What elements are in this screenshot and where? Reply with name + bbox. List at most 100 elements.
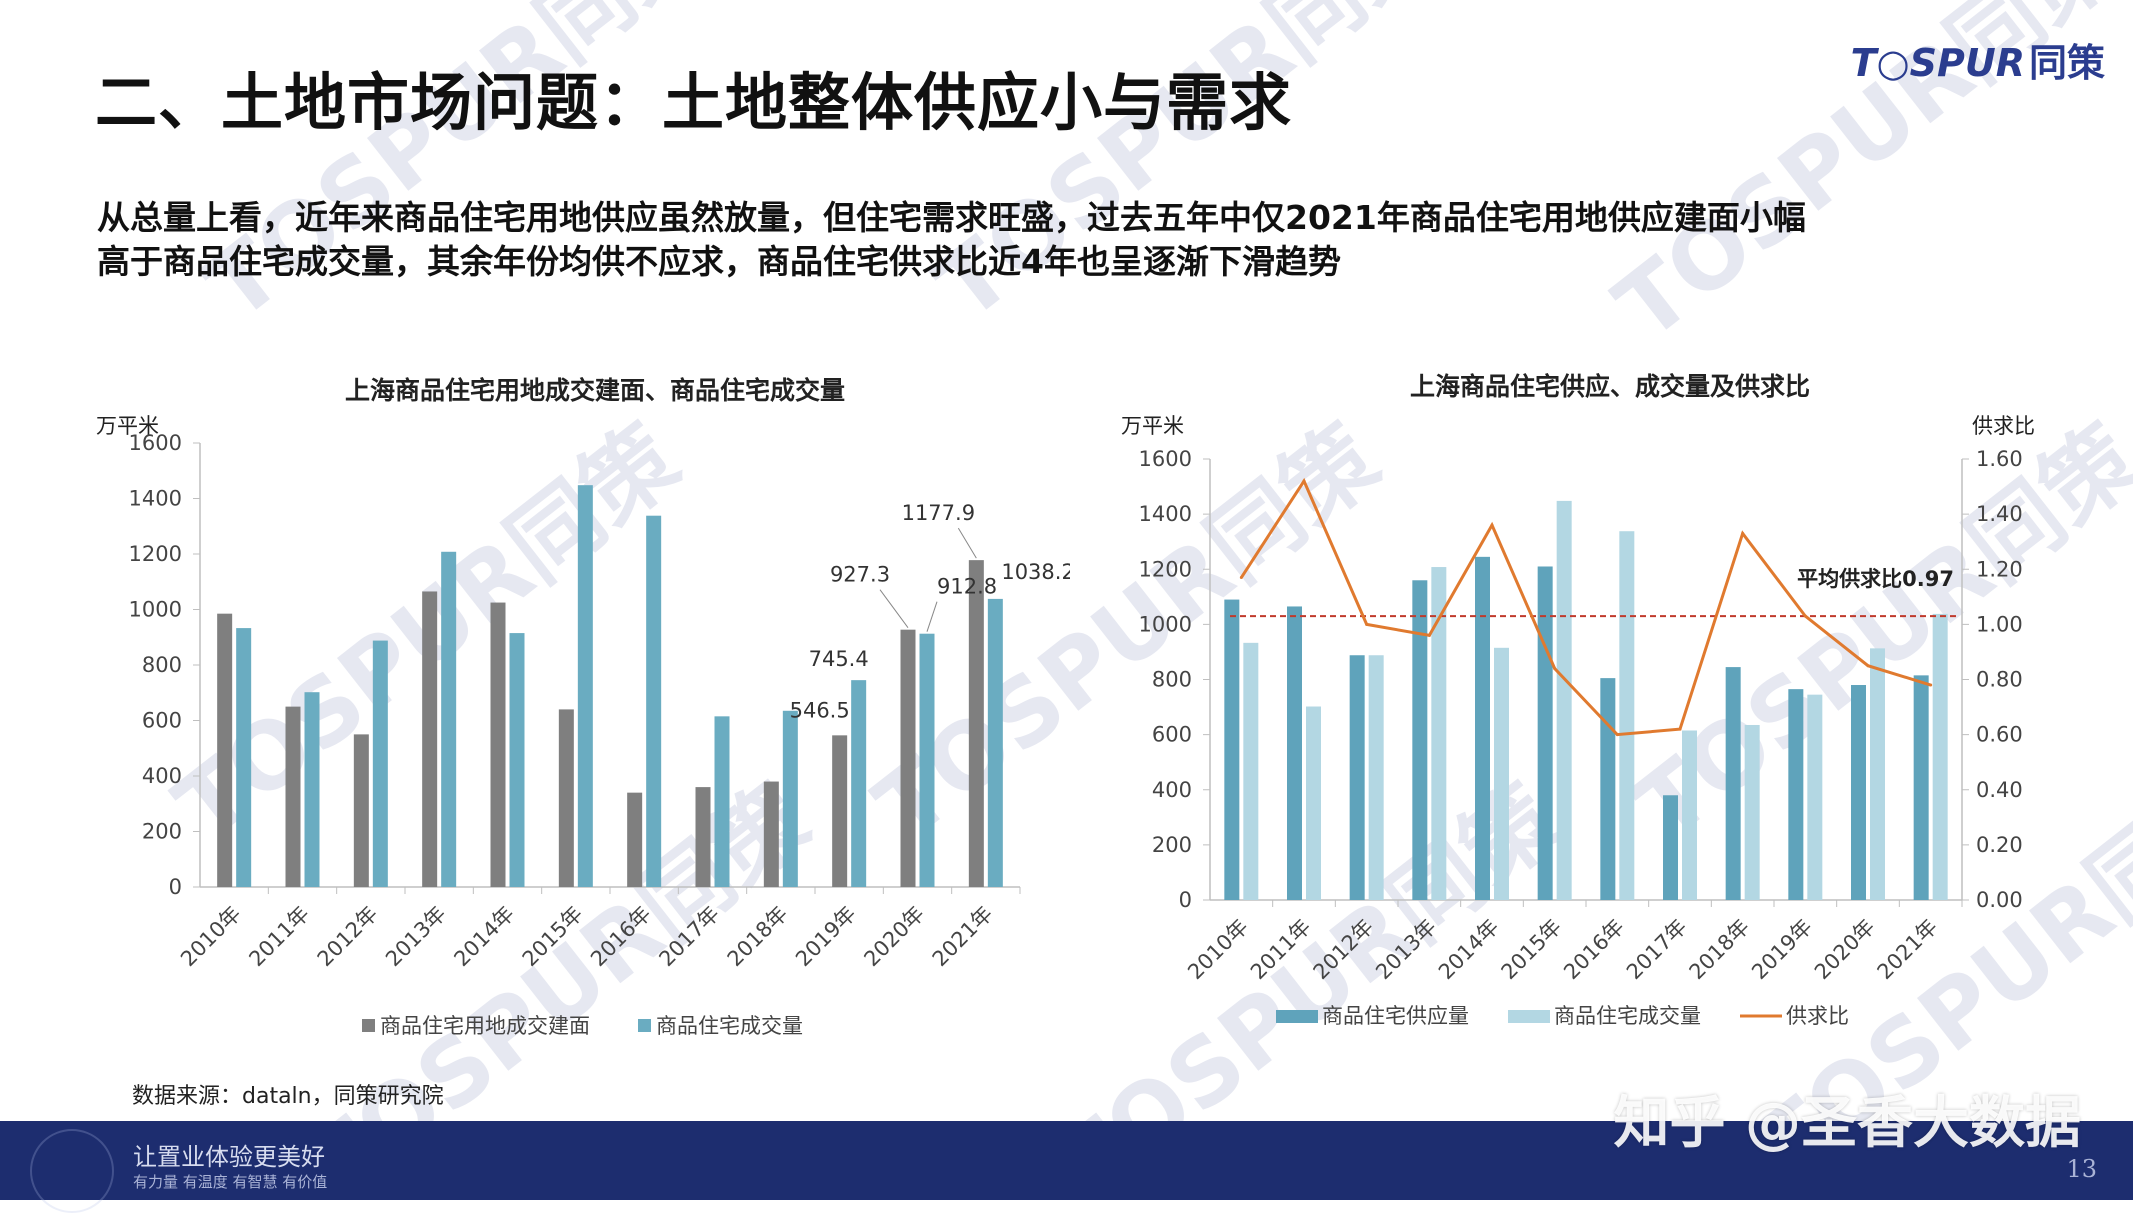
bar-supply bbox=[1412, 580, 1428, 900]
data-label: 745.4 bbox=[809, 647, 869, 671]
x-tick-label: 2018年 bbox=[1685, 915, 1755, 985]
x-tick-label: 2013年 bbox=[381, 902, 451, 972]
legend-swatch-supply bbox=[1276, 1010, 1318, 1023]
bar-land bbox=[900, 629, 916, 887]
x-tick-label: 2011年 bbox=[1246, 915, 1316, 985]
ratio-point bbox=[1929, 683, 1933, 687]
bar-sales bbox=[851, 680, 867, 887]
y-tick-label: 0 bbox=[1179, 888, 1192, 912]
bar-land bbox=[490, 602, 506, 887]
y-tick-label: 800 bbox=[142, 653, 182, 677]
y-tick-label: 600 bbox=[142, 709, 182, 733]
legend-swatch-land bbox=[362, 1019, 375, 1032]
legend-label-ratio: 供求比 bbox=[1786, 1004, 1849, 1028]
bar-sales bbox=[1932, 613, 1948, 900]
x-tick-label: 2010年 bbox=[1183, 915, 1253, 985]
x-tick-label: 2019年 bbox=[791, 902, 861, 972]
bar-sales bbox=[441, 551, 457, 887]
logo-text: T○SPUR bbox=[1850, 41, 2025, 85]
bar-land bbox=[627, 792, 643, 887]
chart-title: 上海商品住宅供应、成交量及供求比 bbox=[1410, 372, 1810, 401]
slide-subtitle: 从总量上看，近年来商品住宅用地供应虽然放量，但住宅需求旺盛，过去五年中仅2021… bbox=[97, 196, 1997, 284]
subtitle-line-1: 从总量上看，近年来商品住宅用地供应虽然放量，但住宅需求旺盛，过去五年中仅2021… bbox=[97, 198, 1806, 237]
ratio-point bbox=[1615, 733, 1619, 737]
y-tick-label: 400 bbox=[142, 764, 182, 788]
reference-line-label: 平均供求比0.97 bbox=[1797, 567, 1954, 591]
y-tick-label: 1400 bbox=[1139, 502, 1192, 526]
bar-land bbox=[217, 613, 233, 887]
bar-land bbox=[285, 706, 301, 887]
ratio-point bbox=[1553, 666, 1557, 670]
bar-sales bbox=[1431, 567, 1447, 900]
bar-sales bbox=[236, 628, 252, 887]
bar-supply bbox=[1287, 606, 1302, 900]
bar-sales bbox=[1306, 706, 1321, 900]
y-tick-label: 800 bbox=[1152, 668, 1192, 692]
footer-bar: 让置业体验更美好 有力量 有温度 有智慧 有价值 13 bbox=[0, 1121, 2133, 1213]
bar-sales bbox=[1807, 694, 1823, 900]
data-source-note: 数据来源：dataln，同策研究院 bbox=[132, 1084, 444, 1109]
bar-land bbox=[353, 734, 369, 887]
bar-supply bbox=[1475, 556, 1490, 900]
bar-supply bbox=[1913, 675, 1929, 900]
data-label: 1038.2 bbox=[1001, 560, 1070, 584]
legend-swatch-sales bbox=[638, 1019, 651, 1032]
x-tick-label: 2016年 bbox=[1559, 915, 1629, 985]
ratio-line bbox=[1240, 477, 1932, 737]
data-label: 546.5 bbox=[790, 698, 850, 722]
data-label-leader bbox=[957, 527, 977, 559]
data-label: 927.3 bbox=[830, 563, 890, 587]
y-axis-label: 万平米 bbox=[1121, 414, 1184, 438]
bar-sales bbox=[1556, 500, 1572, 900]
y-tick-label: 600 bbox=[1152, 723, 1192, 747]
y-tick-label: 1600 bbox=[1139, 447, 1192, 471]
bar-sales bbox=[782, 710, 798, 887]
bar-sales bbox=[1682, 730, 1697, 900]
page-number: 13 bbox=[2066, 1155, 2097, 1183]
ratio-point bbox=[1365, 622, 1369, 626]
x-tick-label: 2013年 bbox=[1371, 915, 1441, 985]
footer-subslogan: 有力量 有温度 有智慧 有价值 bbox=[133, 1173, 328, 1191]
footer-slogan: 让置业体验更美好 bbox=[133, 1143, 325, 1171]
y2-tick-label: 0.60 bbox=[1976, 723, 2023, 747]
y-tick-label: 200 bbox=[142, 820, 182, 844]
chart-title: 上海商品住宅用地成交建面、商品住宅成交量 bbox=[345, 376, 845, 405]
ratio-point bbox=[1239, 576, 1243, 580]
y-tick-label: 0 bbox=[169, 875, 182, 899]
y-tick-label: 1000 bbox=[129, 598, 182, 622]
company-logo: T○SPUR 同策 bbox=[1851, 32, 2105, 87]
bar-supply bbox=[1788, 689, 1804, 900]
y2-tick-label: 0.00 bbox=[1976, 888, 2023, 912]
bar-supply bbox=[1725, 667, 1741, 900]
zhihu-watermark: 知乎 @圣香大数据 bbox=[1613, 1091, 2082, 1156]
data-label: 1177.9 bbox=[902, 501, 975, 525]
bar-sales bbox=[1368, 655, 1384, 900]
y2-tick-label: 1.40 bbox=[1976, 502, 2023, 526]
y-tick-label: 400 bbox=[1152, 778, 1192, 802]
x-tick-label: 2011年 bbox=[244, 902, 314, 972]
chart-left-panel: 上海商品住宅用地成交建面、商品住宅成交量万平米 0 200 400 600 800 1000… bbox=[90, 355, 1070, 1055]
ratio-point bbox=[1803, 614, 1807, 618]
bar-sales bbox=[646, 515, 662, 887]
subtitle-line-2: 高于商品住宅成交量，其余年份均供不应求，商品住宅供求比近4年也呈逐渐下滑趋势 bbox=[97, 242, 1341, 281]
bar-land bbox=[695, 787, 711, 887]
legend-swatch-sales bbox=[1508, 1010, 1550, 1023]
y2-tick-label: 1.20 bbox=[1976, 557, 2023, 581]
y2-tick-label: 0.20 bbox=[1976, 833, 2023, 857]
bar-sales bbox=[1744, 724, 1760, 900]
x-tick-label: 2014年 bbox=[449, 902, 519, 972]
slide-title: 二、土地市场问题：土地整体供应小与需求 bbox=[95, 66, 1293, 139]
y-axis-label: 万平米 bbox=[96, 414, 159, 438]
bar-sales bbox=[1243, 642, 1259, 900]
x-tick-label: 2020年 bbox=[1810, 915, 1880, 985]
bar-land bbox=[422, 591, 438, 887]
legend-label-supply: 商品住宅供应量 bbox=[1322, 1004, 1469, 1028]
globe-icon bbox=[30, 1129, 114, 1213]
bar-sales bbox=[372, 640, 388, 887]
y2-tick-label: 0.40 bbox=[1976, 778, 2023, 802]
bar-land bbox=[558, 709, 574, 887]
ratio-point bbox=[1490, 523, 1494, 527]
x-tick-label: 2020年 bbox=[859, 902, 929, 972]
ratio-point bbox=[1427, 633, 1431, 637]
